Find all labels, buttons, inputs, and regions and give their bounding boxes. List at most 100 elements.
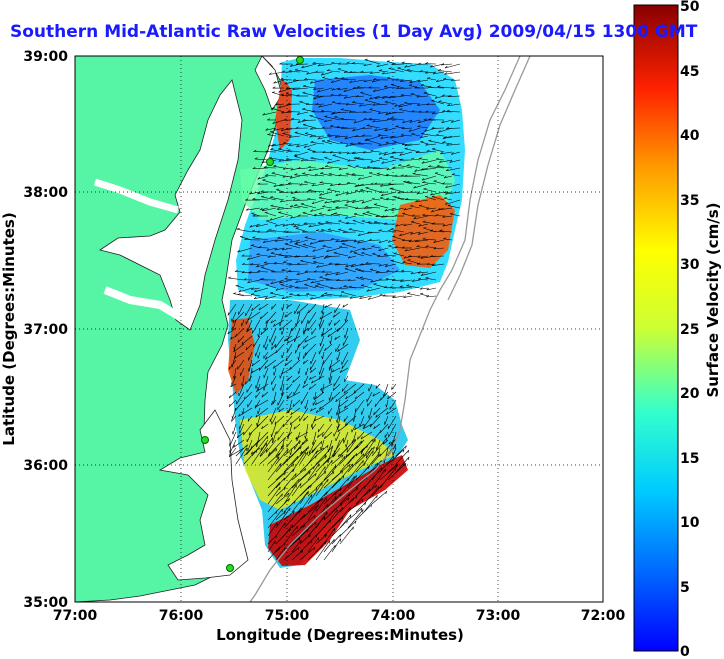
velocity-arrow xyxy=(404,143,421,147)
velocity-arrow-head xyxy=(267,133,271,135)
velocity-arrow xyxy=(363,119,373,121)
velocity-arrow-head xyxy=(387,229,391,232)
velocity-arrow-head xyxy=(275,350,277,354)
velocity-arrow-head xyxy=(272,121,276,124)
velocity-arrow-head xyxy=(404,463,407,467)
velocity-arrow-head xyxy=(437,208,441,211)
velocity-arrow xyxy=(315,466,326,481)
velocity-arrow-head xyxy=(293,224,296,228)
radar-station-marker[interactable] xyxy=(226,564,234,572)
velocity-arrow-head xyxy=(234,270,238,272)
velocity-arrow-head xyxy=(291,223,295,226)
velocity-arrow-head xyxy=(370,268,374,270)
velocity-arrow-head xyxy=(370,71,373,74)
velocity-arrow-head xyxy=(436,79,439,82)
velocity-arrow xyxy=(267,255,277,258)
velocity-arrow-head xyxy=(324,471,327,475)
velocity-arrow-head xyxy=(325,534,327,538)
velocity-arrow xyxy=(309,383,317,390)
velocity-arrow-head xyxy=(403,295,407,298)
velocity-arrow xyxy=(390,260,405,265)
velocity-arrow xyxy=(351,423,357,433)
velocity-arrow xyxy=(369,109,381,113)
velocity-arrow xyxy=(331,456,346,473)
velocity-arrow xyxy=(320,439,325,451)
velocity-arrow-head xyxy=(373,283,377,285)
velocity-arrow-head xyxy=(394,444,396,448)
velocity-arrow-head xyxy=(335,398,338,402)
velocity-arrow xyxy=(310,295,325,300)
velocity-arrow-head xyxy=(309,81,313,84)
velocity-arrow xyxy=(341,359,349,369)
velocity-arrow xyxy=(304,133,317,137)
velocity-arrow xyxy=(368,383,373,392)
velocity-arrow xyxy=(361,252,373,257)
velocity-arrow-head xyxy=(243,432,245,436)
velocity-arrow xyxy=(394,103,405,107)
velocity-arrow-head xyxy=(310,369,312,373)
velocity-arrow-head xyxy=(287,149,291,151)
velocity-arrow xyxy=(243,449,258,465)
velocity-arrow xyxy=(342,335,349,346)
velocity-arrow-head xyxy=(426,103,430,106)
velocity-arrow xyxy=(365,263,381,265)
velocity-arrow xyxy=(346,439,357,453)
velocity-arrow xyxy=(273,165,285,169)
velocity-arrow xyxy=(392,447,397,456)
velocity-arrow-head xyxy=(345,396,348,400)
velocity-arrow xyxy=(286,383,293,391)
colorbar-tick-label: 35 xyxy=(680,193,699,209)
velocity-arrow-head xyxy=(383,286,387,288)
velocity-arrow xyxy=(295,431,309,440)
velocity-arrow-head xyxy=(431,263,435,266)
velocity-arrow xyxy=(227,327,237,335)
velocity-arrow-head xyxy=(256,253,260,255)
velocity-field-blue-core xyxy=(312,75,440,150)
velocity-arrow-head xyxy=(273,184,277,187)
velocity-arrow-head xyxy=(230,336,233,340)
velocity-arrow-head xyxy=(295,241,299,244)
velocity-arrow xyxy=(251,442,267,465)
velocity-arrow xyxy=(260,447,269,457)
velocity-arrow-head xyxy=(417,255,421,258)
radar-station-marker[interactable] xyxy=(296,56,304,64)
velocity-arrow xyxy=(275,547,286,561)
velocity-arrow-head xyxy=(414,86,418,89)
velocity-arrow-head xyxy=(375,214,379,217)
velocity-arrow xyxy=(442,223,453,227)
radar-station-marker[interactable] xyxy=(266,158,274,166)
velocity-arrow-head xyxy=(320,109,324,112)
velocity-arrow-head xyxy=(303,417,305,421)
velocity-arrow xyxy=(433,239,445,243)
velocity-arrow-head xyxy=(324,156,328,158)
velocity-arrow-head xyxy=(399,158,403,161)
velocity-arrow xyxy=(360,431,373,440)
velocity-arrow xyxy=(336,399,341,416)
velocity-arrow-head xyxy=(392,455,394,459)
velocity-arrow-head xyxy=(407,450,409,454)
velocity-arrow-head xyxy=(298,537,301,541)
velocity-arrow xyxy=(279,191,293,193)
velocity-arrow-head xyxy=(324,115,328,117)
velocity-arrow-head xyxy=(308,309,310,313)
velocity-arrow-head xyxy=(360,189,364,191)
velocity-arrow xyxy=(428,87,445,89)
velocity-arrow-head xyxy=(364,502,367,506)
velocity-arrow-head xyxy=(394,174,398,177)
velocity-arrow xyxy=(314,285,325,289)
velocity-arrow-head xyxy=(325,455,327,459)
velocity-arrow xyxy=(234,399,245,412)
velocity-arrow-head xyxy=(420,140,424,143)
radar-station-marker[interactable] xyxy=(201,436,209,444)
velocity-arrow xyxy=(322,423,333,437)
velocity-arrow xyxy=(315,519,332,537)
velocity-arrow-head xyxy=(438,100,442,102)
velocity-arrow-head xyxy=(255,442,258,446)
velocity-arrow-head xyxy=(386,167,390,171)
velocity-arrow-head xyxy=(284,362,287,367)
velocity-arrow xyxy=(296,303,309,315)
velocity-arrow-head xyxy=(287,436,289,440)
velocity-arrow xyxy=(314,214,325,217)
velocity-arrow-head xyxy=(373,426,376,430)
velocity-arrow-head xyxy=(319,193,322,196)
